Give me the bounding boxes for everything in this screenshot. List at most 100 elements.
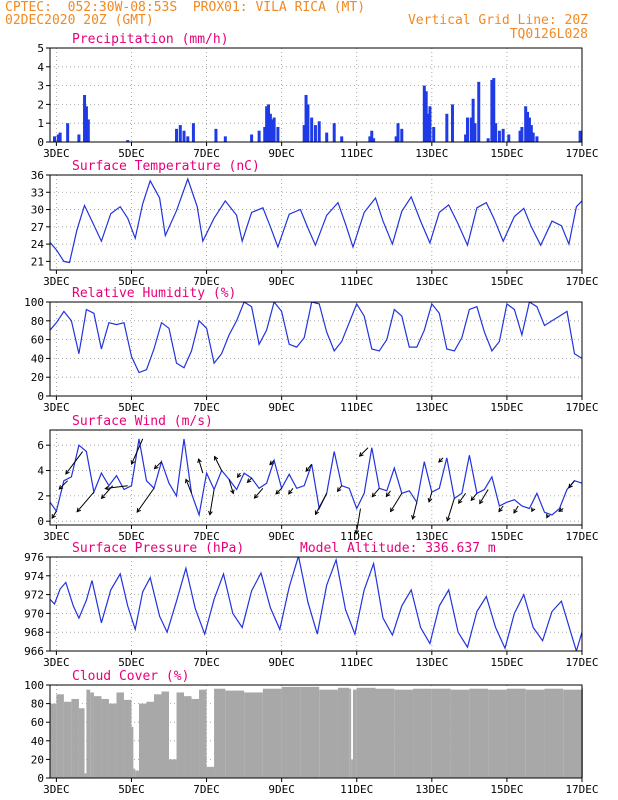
y-tick-label: 100 xyxy=(24,679,44,692)
precipitation-bar xyxy=(520,126,524,142)
precipitation-bar xyxy=(86,119,90,142)
precipitation-bar xyxy=(477,81,481,142)
y-tick-label: 60 xyxy=(31,334,44,347)
x-tick-label: 13DEC xyxy=(415,530,448,543)
precipitation-bar xyxy=(58,132,62,142)
precipitation-bar xyxy=(250,134,254,142)
y-tick-label: 20 xyxy=(31,753,44,766)
wind-arrow xyxy=(315,493,328,515)
x-tick-label: 13DEC xyxy=(415,401,448,414)
wind-arrow xyxy=(288,487,294,495)
wind-arrow xyxy=(355,508,361,534)
cloud-cover-bar xyxy=(244,692,263,778)
precipitation-bar xyxy=(310,117,314,142)
wind-arrow-head xyxy=(230,489,235,495)
header-model-id: TQ0126L028 xyxy=(509,27,588,42)
y-tick-label: 972 xyxy=(24,589,44,602)
y-tick-label: 4 xyxy=(37,61,44,74)
precipitation-bar xyxy=(182,130,186,142)
precipitation-bar xyxy=(492,78,496,142)
precipitation-bar xyxy=(267,104,271,142)
precipitation-bar xyxy=(527,117,531,142)
precipitation-bar xyxy=(372,138,376,142)
wind-arrow xyxy=(458,493,467,504)
y-tick-label: 36 xyxy=(31,169,44,182)
header-run-time: 02DEC2020 20Z (GMT) xyxy=(5,13,154,28)
cloud-cover-bar xyxy=(133,768,136,778)
series-line xyxy=(50,557,582,651)
chart-title: Surface Pressure (hPa) xyxy=(72,541,244,556)
y-tick-label: 6 xyxy=(37,439,44,452)
x-tick-label: 11DEC xyxy=(340,783,373,796)
precipitation-bar xyxy=(501,128,505,142)
wind-arrow-head xyxy=(385,492,391,498)
chart-title: Surface Temperature (nC) xyxy=(72,159,260,174)
cloud-cover-bar xyxy=(123,699,132,778)
precipitation-bar xyxy=(524,106,528,142)
chart-title: Precipitation (mm/h) xyxy=(72,32,229,47)
wind-arrow-head xyxy=(269,460,274,466)
wind-arrow xyxy=(154,461,162,470)
cloud-cover-bar xyxy=(184,696,192,778)
precipitation-bar xyxy=(494,123,498,142)
cloud-cover-bar xyxy=(544,688,564,778)
wind-arrow-head xyxy=(288,489,293,495)
cloud-cover-bar xyxy=(176,692,185,778)
y-tick-label: 970 xyxy=(24,607,44,620)
precipitation-bar xyxy=(272,117,276,142)
wind-arrow xyxy=(105,485,128,490)
x-tick-label: 11DEC xyxy=(340,530,373,543)
wind-arrow-head xyxy=(184,478,190,484)
y-tick-label: 80 xyxy=(31,698,44,711)
precipitation-bar xyxy=(126,140,130,142)
precipitation-bar xyxy=(422,85,426,142)
x-tick-label: 15DEC xyxy=(490,783,523,796)
precipitation-bar xyxy=(56,134,60,142)
cloud-cover-bar xyxy=(563,689,582,778)
wind-arrow xyxy=(428,491,433,503)
precipitation-bar xyxy=(469,117,473,142)
wind-arrow-head xyxy=(390,507,395,513)
precipitation-bar xyxy=(471,98,475,142)
cloud-cover-bar xyxy=(206,766,215,778)
cloud-cover-bar xyxy=(135,770,139,778)
cloud-cover-bar xyxy=(349,688,352,778)
x-tick-label: 3DEC xyxy=(43,147,70,160)
y-tick-label: 974 xyxy=(24,570,44,583)
x-tick-label: 11DEC xyxy=(340,401,373,414)
wind-arrow-head xyxy=(136,508,142,513)
x-tick-label: 15DEC xyxy=(490,401,523,414)
cloud-cover-bar xyxy=(101,698,109,778)
wind-arrow-head xyxy=(253,494,259,499)
precipitation-bar xyxy=(464,134,468,142)
x-tick-label: 5DEC xyxy=(118,656,145,669)
precipitation-bar xyxy=(486,138,490,142)
wind-arrow-head xyxy=(568,483,573,489)
precipitation-bar xyxy=(368,136,372,142)
cloud-cover-bar xyxy=(191,698,200,778)
wind-arrow-head xyxy=(51,514,56,519)
cloud-cover-bar xyxy=(262,688,282,778)
precipitation-bar xyxy=(473,123,477,142)
precipitation-bar xyxy=(268,113,272,142)
precipitation-bar xyxy=(84,106,88,142)
cloud-cover-bar xyxy=(394,689,414,778)
wind-arrow xyxy=(209,489,215,515)
wind-arrow xyxy=(254,487,264,499)
wind-arrow-head xyxy=(458,499,463,504)
y-tick-label: 40 xyxy=(31,735,44,748)
precipitation-bar xyxy=(490,79,494,142)
wind-arrow-head xyxy=(498,507,503,513)
wind-arrow xyxy=(51,510,57,519)
series-line xyxy=(50,302,582,374)
precipitation-bar xyxy=(518,130,522,142)
wind-arrow xyxy=(412,502,418,520)
wind-arrow xyxy=(136,487,155,513)
y-tick-label: 27 xyxy=(31,221,44,234)
y-tick-label: 20 xyxy=(31,371,44,384)
precipitation-bar xyxy=(265,106,269,142)
y-tick-label: 24 xyxy=(31,238,45,251)
y-tick-label: 0 xyxy=(37,390,44,403)
cloud-cover-bar xyxy=(153,694,162,778)
